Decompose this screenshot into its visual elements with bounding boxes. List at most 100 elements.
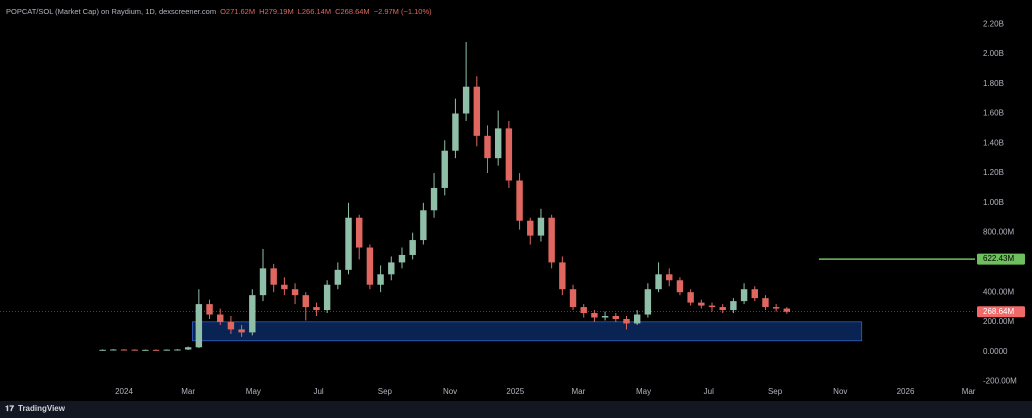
last-price-tag	[977, 306, 1025, 318]
candle-body	[398, 254, 406, 263]
candle-body	[569, 289, 577, 308]
y-tick-label: 1.00B	[983, 198, 1004, 207]
candle-body	[676, 280, 684, 293]
candle-body	[580, 307, 587, 314]
y-tick-label: 2.00B	[983, 49, 1004, 58]
candle-body	[249, 295, 256, 333]
candle-body	[719, 307, 726, 311]
y-tick-label: 1.40B	[983, 138, 1004, 147]
x-tick-label: Sep	[378, 387, 393, 396]
zone	[192, 321, 863, 342]
candle-body	[687, 292, 694, 303]
candle-body	[601, 316, 609, 318]
chart-title: POPCAT/SOL (Market Cap) on Raydium, 1D, …	[6, 7, 216, 16]
candle-body	[388, 262, 395, 275]
x-tick-label: Nov	[443, 387, 457, 396]
x-tick-label: Jul	[704, 387, 714, 396]
y-tick-label: 1.20B	[983, 168, 1004, 177]
level-tag-label: 622.43M	[983, 254, 1014, 263]
stat: C268.64M	[335, 7, 370, 16]
candle-body	[238, 329, 245, 333]
candle-body	[270, 268, 277, 285]
y-tick-label: 2.20B	[983, 19, 1004, 28]
candle-body	[217, 314, 224, 322]
candle-body	[110, 349, 117, 351]
candle-body	[655, 274, 662, 290]
y-tick-label: -200.00M	[983, 377, 1017, 386]
y-tick-label: 1.80B	[983, 79, 1004, 88]
candle-body	[762, 298, 769, 308]
y-tick-label: 1.60B	[983, 109, 1004, 118]
candle-body	[163, 349, 170, 351]
x-tick-label: 2025	[506, 387, 524, 396]
candle-body	[462, 86, 470, 114]
candle-body	[633, 314, 641, 324]
candle-body	[366, 247, 374, 285]
candle-body	[291, 289, 299, 296]
candle-body	[591, 313, 598, 318]
candle-body	[174, 349, 181, 351]
candle-body	[227, 321, 235, 330]
candle-body	[409, 240, 416, 255]
candle-body	[313, 307, 320, 311]
candle-body	[441, 150, 448, 188]
footer-brand: TradingView	[18, 404, 66, 413]
candle-body	[612, 316, 619, 319]
stat: L266.14M	[298, 7, 331, 16]
candle-body	[623, 318, 630, 324]
candle-body	[473, 86, 481, 136]
candle-body	[698, 302, 705, 306]
stat: H279.19M	[259, 7, 294, 16]
x-tick-label: Nov	[833, 387, 847, 396]
candle-body	[644, 289, 652, 315]
candle-body	[120, 349, 128, 351]
x-tick-label: Mar	[962, 387, 976, 396]
candle-body	[334, 269, 342, 285]
candle-body	[783, 308, 791, 312]
candle-body	[537, 217, 545, 236]
y-tick-label: 200.00M	[983, 317, 1014, 326]
x-tick-label: May	[246, 387, 261, 396]
candle-body	[559, 262, 566, 290]
y-tick-label: 800.00M	[983, 228, 1014, 237]
x-tick-label: Mar	[571, 387, 585, 396]
footer-bar	[0, 401, 1032, 418]
candle-body	[505, 128, 513, 181]
candle-body	[302, 295, 309, 308]
candle-body	[152, 349, 160, 351]
candle-body	[666, 274, 673, 281]
x-tick-label: Sep	[768, 387, 783, 396]
candle-body	[494, 128, 502, 159]
y-tick-label: 0.0000	[983, 347, 1008, 356]
y-tick-label: 400.00M	[983, 287, 1014, 296]
candle-body	[142, 349, 149, 351]
candle-body	[206, 304, 213, 315]
x-tick-label: 2024	[115, 387, 133, 396]
candle-body	[740, 289, 748, 302]
candle-body	[99, 349, 106, 351]
candle-body	[484, 135, 491, 159]
candle-body	[708, 305, 716, 308]
candle-body	[345, 217, 352, 270]
candle-body	[420, 210, 427, 241]
x-tick-label: May	[636, 387, 651, 396]
candle-body	[323, 284, 331, 311]
candle-body	[281, 284, 288, 290]
stat: O271.62M	[220, 7, 255, 16]
candle-body	[377, 274, 384, 285]
last-price-label: 268.64M	[983, 307, 1014, 316]
candle-body	[131, 349, 138, 351]
stat: −2.97M (−1.10%)	[374, 7, 432, 16]
x-tick-label: 2026	[897, 387, 915, 396]
candle-body	[184, 347, 192, 350]
candle-body	[195, 304, 203, 348]
candle-body	[430, 187, 438, 211]
candle-body	[730, 301, 737, 311]
candle-body	[356, 217, 363, 248]
x-tick-label: Jul	[313, 387, 323, 396]
candle-body	[527, 220, 534, 236]
candle-body	[452, 113, 459, 151]
